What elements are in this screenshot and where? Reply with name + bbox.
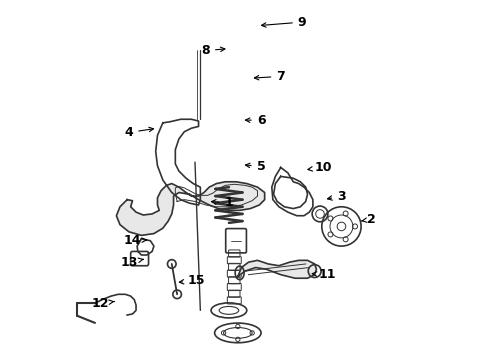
- Text: 12: 12: [92, 297, 115, 310]
- Text: 3: 3: [327, 190, 346, 203]
- Text: 4: 4: [124, 126, 153, 139]
- Text: 10: 10: [308, 161, 332, 174]
- Text: 13: 13: [120, 256, 143, 269]
- Text: 7: 7: [254, 70, 285, 83]
- Text: 5: 5: [245, 160, 266, 173]
- Text: 2: 2: [362, 213, 376, 226]
- Text: 11: 11: [312, 268, 336, 281]
- Text: 14: 14: [123, 234, 147, 247]
- Text: 9: 9: [262, 15, 306, 28]
- Text: 6: 6: [245, 114, 266, 127]
- Text: 15: 15: [179, 274, 205, 287]
- Polygon shape: [238, 260, 317, 278]
- Polygon shape: [117, 182, 265, 235]
- Text: 8: 8: [201, 44, 225, 57]
- Text: 1: 1: [212, 196, 233, 209]
